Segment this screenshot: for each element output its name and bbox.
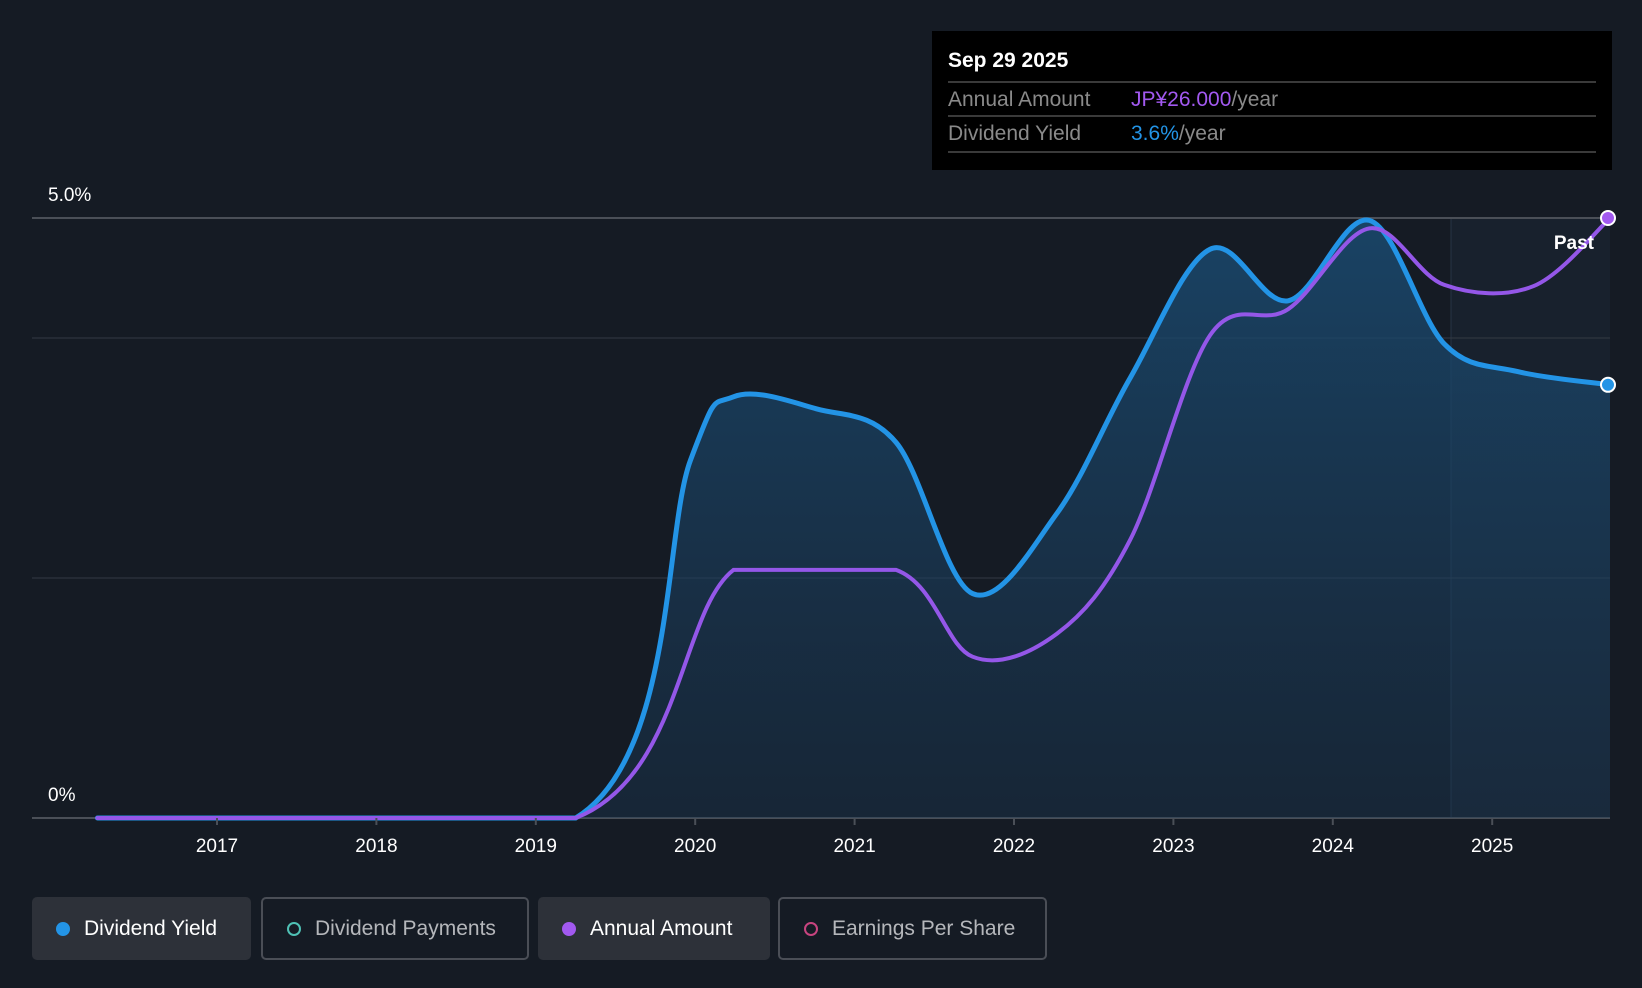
annual-amount-endpoint <box>1600 210 1616 226</box>
legend-label: Dividend Payments <box>315 916 496 940</box>
tooltip-value: JP¥26.000 <box>1131 88 1232 111</box>
annual-amount-dot-icon <box>562 921 576 936</box>
tooltip-label: Annual Amount <box>948 88 1091 111</box>
dividend-payments-ring-icon <box>287 921 301 936</box>
tooltip-label: Dividend Yield <box>948 122 1082 145</box>
legend-earnings-per-share[interactable]: Earnings Per Share <box>778 897 1047 960</box>
legend-label: Earnings Per Share <box>832 916 1016 940</box>
x-tick-label: 2017 <box>196 836 238 857</box>
tooltip: Sep 29 2025 Annual Amount JP¥26.000/year… <box>932 31 1612 170</box>
legend-annual-amount[interactable]: Annual Amount <box>538 897 770 960</box>
x-tick-label: 2018 <box>355 836 397 857</box>
x-tick-label: 2023 <box>1152 836 1194 857</box>
x-tick-label: 2022 <box>993 836 1035 857</box>
past-label: Past <box>1554 233 1595 254</box>
dividend-yield-dot-icon <box>56 921 70 936</box>
tooltip-value: 3.6% <box>1131 122 1179 145</box>
x-tick-label: 2020 <box>674 836 716 857</box>
dividend-yield-line <box>94 217 1613 821</box>
tooltip-row-dividend-yield: Dividend Yield 3.6%/year <box>948 115 1596 151</box>
x-tick-label: 2024 <box>1312 836 1355 857</box>
dividend-chart: 5.0% 0% Past 2017 2018 2019 2020 2021 2022 202… <box>32 185 1616 857</box>
tooltip-divider <box>948 151 1596 153</box>
y-tick-label-top: 5.0% <box>48 185 91 206</box>
tooltip-suffix: /year <box>1178 122 1226 145</box>
x-tick-label: 2019 <box>515 836 557 857</box>
annual-amount-line <box>95 216 1613 821</box>
tooltip-row-annual-amount: Annual Amount JP¥26.000/year <box>948 81 1596 117</box>
legend-label: Dividend Yield <box>84 916 218 940</box>
tooltip-date: Sep 29 2025 <box>948 49 1069 72</box>
dividend-yield-endpoint <box>1600 376 1616 393</box>
tooltip-suffix: /year <box>1231 88 1279 111</box>
legend-label: Annual Amount <box>590 916 733 940</box>
x-tick-label: 2021 <box>833 836 875 857</box>
legend-dividend-yield[interactable]: Dividend Yield <box>32 897 251 960</box>
earnings-per-share-ring-icon <box>804 921 818 936</box>
x-tick-label: 2025 <box>1471 836 1513 857</box>
dividend-yield-area <box>97 219 1611 819</box>
y-tick-label-bottom: 0% <box>48 785 76 806</box>
legend-dividend-payments[interactable]: Dividend Payments <box>261 897 529 960</box>
